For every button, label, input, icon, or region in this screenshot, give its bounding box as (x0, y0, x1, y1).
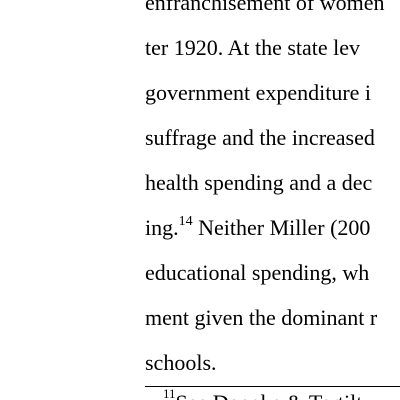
body-text-line: ment given the dominant r (145, 305, 378, 330)
footnote-marker: 11 (163, 385, 176, 400)
body-text-line: ing.14 Neither Miller (200 (145, 213, 371, 241)
body-text-segment: Neither Miller (200 (192, 215, 371, 240)
body-text-line: suffrage and the increased (145, 125, 375, 150)
body-text-line: government expenditure i (145, 80, 372, 105)
body-text-segment: ing. (145, 215, 179, 240)
footnote: 11See Doepke & Tertilt (163, 387, 363, 400)
footnote-text: See Doepke & Tertilt (176, 390, 363, 400)
body-text-line: enfranchisement of women (145, 0, 385, 15)
body-text-line: educational spending, wh (145, 260, 370, 285)
body-text-line: ter 1920. At the state lev (145, 35, 361, 60)
footnote-separator (145, 386, 400, 387)
footnote-reference[interactable]: 14 (178, 213, 193, 229)
body-text-line: schools. (145, 350, 217, 375)
body-text-line: health spending and a dec (145, 170, 373, 195)
